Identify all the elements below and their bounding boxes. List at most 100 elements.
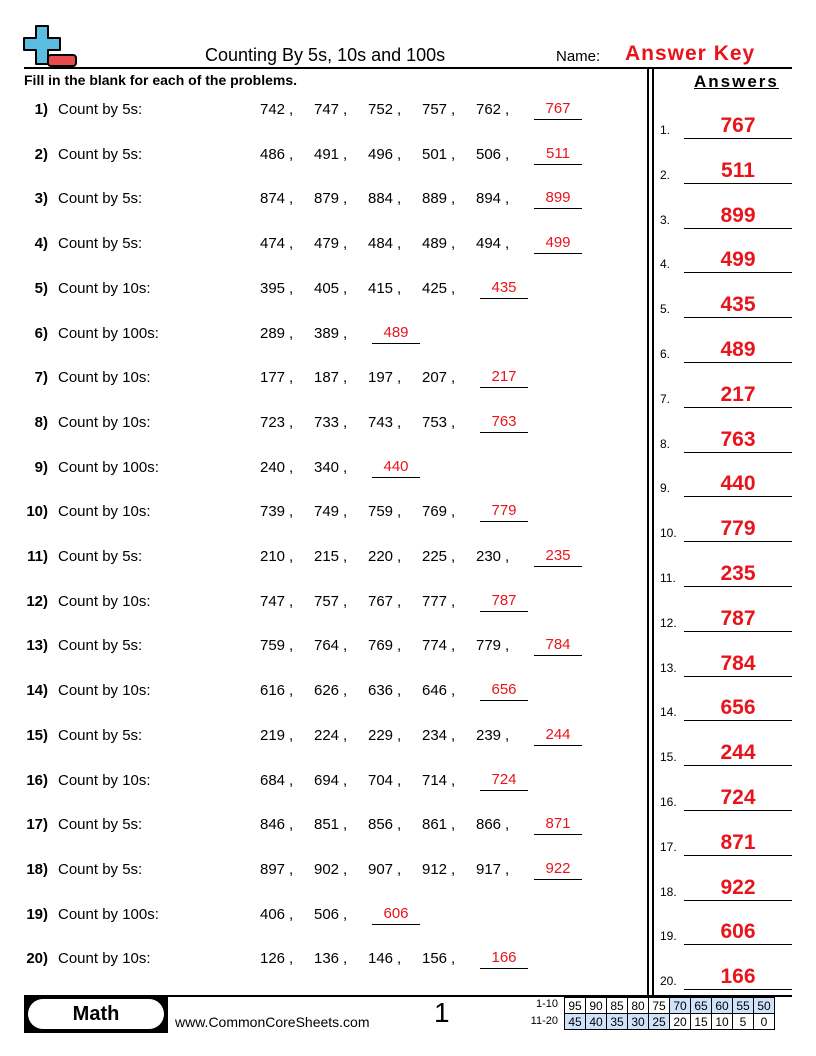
comma: , [505,548,510,565]
score-cell: 90 [585,997,607,1014]
answer-key-row: 16. 724 [660,781,792,811]
comma: , [343,771,348,789]
sequence-number: 177 [260,369,286,387]
comma: , [397,637,402,655]
answer-key-value: 489 [684,338,792,363]
answer-key-value: 899 [684,204,792,229]
score-cell: 75 [648,997,670,1014]
answer-key-row: 12. 787 [660,602,792,632]
answer-blank[interactable]: 787 [480,592,528,612]
problem-label: Count by 10s: [58,682,151,700]
comma: , [343,235,348,253]
sequence-number: 861 [422,816,448,834]
sequence-number: 220 [368,548,394,565]
answer-blank[interactable]: 922 [534,860,582,880]
answer-key-row: 2. 511 [660,154,792,184]
problem-number: 5) [34,279,48,297]
score-cell: 25 [648,1013,670,1030]
plus-minus-logo-icon [23,25,77,67]
comma: , [451,413,456,431]
answer-key-number: 2. [660,167,671,182]
comma: , [397,816,402,834]
answer-blank[interactable]: 606 [372,905,420,925]
answer-blank[interactable]: 435 [480,279,528,299]
answer-blank[interactable]: 217 [480,368,528,389]
sequence-number: 851 [314,816,340,834]
answer-blank[interactable]: 656 [480,681,528,702]
comma: , [451,637,456,655]
answer-blank[interactable]: 499 [534,234,582,255]
sequence-number: 484 [368,235,394,253]
comma: , [343,682,348,700]
sequence-number: 764 [314,637,340,655]
sequence-number: 747 [314,101,340,118]
sequence-number: 636 [368,682,394,700]
answer-key-value: 656 [684,696,792,722]
comma: , [505,145,510,163]
answer-key-row: 9. 440 [660,467,792,498]
answer-blank[interactable]: 871 [534,815,582,836]
answer-blank[interactable]: 489 [372,324,420,344]
sequence-number: 757 [314,592,340,610]
sequence-number: 197 [368,369,394,387]
answer-key-row: 14. 656 [660,691,792,722]
answer-key-number: 3. [660,212,671,227]
answer-blank[interactable]: 784 [534,636,582,657]
answer-blank[interactable]: 166 [480,949,528,970]
comma: , [343,592,348,610]
comma: , [289,324,294,342]
sequence-number: 646 [422,682,448,700]
comma: , [451,279,456,297]
problem-label: Count by 100s: [58,458,159,476]
answer-blank[interactable]: 779 [480,502,528,523]
sequence-number: 491 [314,145,340,163]
comma: , [289,279,294,297]
answer-blank[interactable]: 244 [534,726,582,746]
comma: , [343,905,348,923]
comma: , [505,726,510,744]
comma: , [343,950,348,968]
score-cell: 0 [753,1013,775,1030]
sequence-number: 902 [314,860,340,878]
sequence-number: 704 [368,771,394,789]
problem-label: Count by 100s: [58,324,159,342]
sequence-number: 496 [368,145,394,163]
sequence-number: 917 [476,860,502,878]
answer-blank[interactable]: 763 [480,413,528,433]
answer-key-number: 20. [660,974,677,989]
answer-blank[interactable]: 440 [372,458,420,478]
answer-key-number: 15. [660,750,677,765]
answer-blank[interactable]: 724 [480,771,528,791]
comma: , [289,682,294,700]
sequence-number: 229 [368,726,394,744]
sequence-number: 747 [260,592,286,610]
comma: , [397,190,402,208]
answer-blank[interactable]: 899 [534,189,582,210]
comma: , [451,592,456,610]
answer-key-number: 5. [660,302,671,317]
answer-key-value: 784 [684,652,792,677]
comma: , [397,503,402,521]
name-value: Answer Key [625,42,756,65]
comma: , [451,503,456,521]
answer-key-number: 7. [660,391,671,406]
column-divider [647,69,649,997]
sequence-number: 846 [260,816,286,834]
problem-number: 11) [27,548,48,565]
score-cell: 15 [690,1013,712,1030]
problem-number: 9) [34,458,48,476]
answer-key-row: 15. 244 [660,736,792,767]
answer-key-value: 499 [684,248,792,274]
problem-number: 15) [26,726,48,744]
comma: , [343,369,348,387]
answer-blank[interactable]: 235 [534,547,582,567]
comma: , [397,771,402,789]
answer-blank[interactable]: 511 [534,145,582,165]
subject-label: Math [28,999,164,1029]
comma: , [505,637,510,655]
sequence-number: 210 [260,548,286,565]
problem-number: 12) [26,592,48,610]
answer-blank[interactable]: 767 [534,100,582,120]
comma: , [451,101,456,118]
answer-key-value: 763 [684,428,792,453]
